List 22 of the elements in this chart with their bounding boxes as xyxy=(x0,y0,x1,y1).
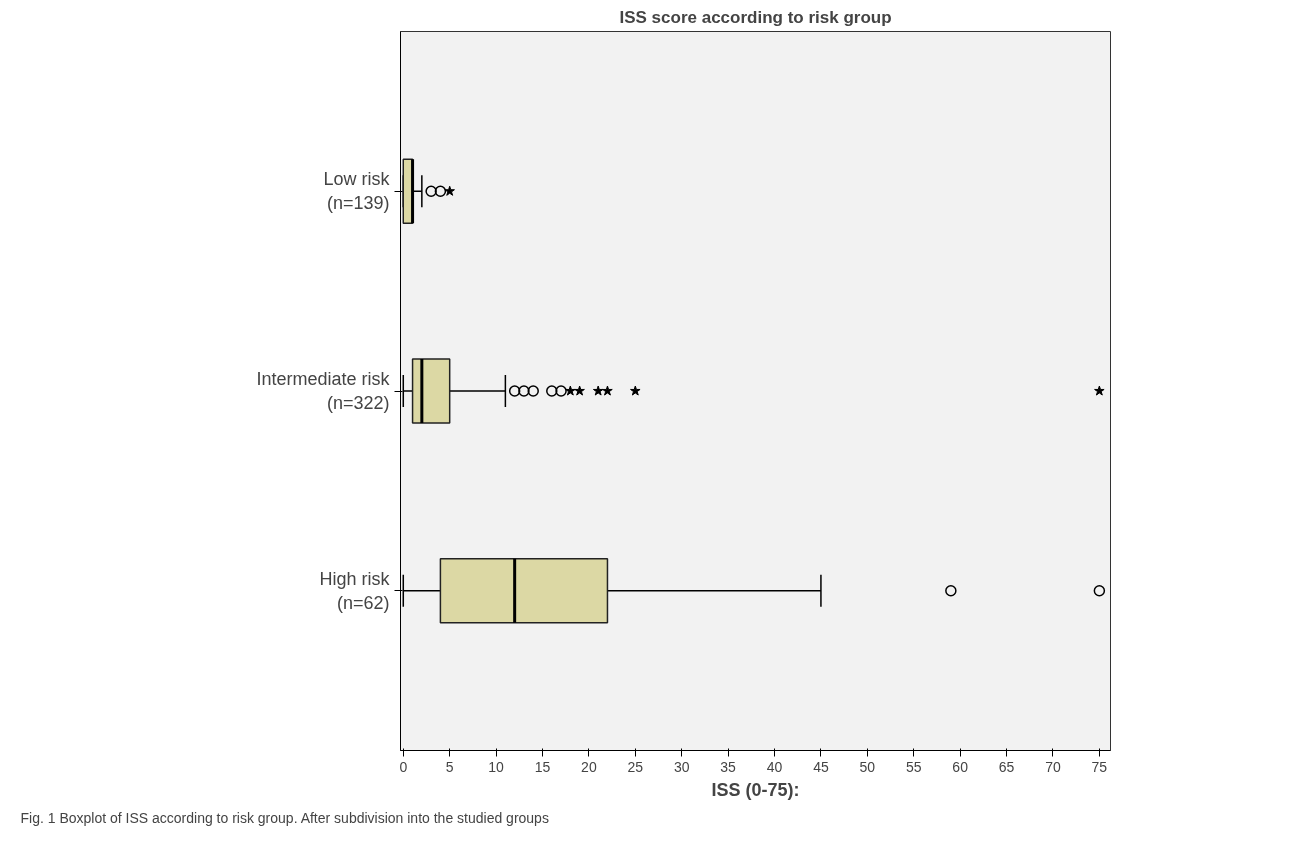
x-tick-label: 20 xyxy=(581,758,597,775)
x-tick-label: 5 xyxy=(445,758,454,775)
x-tick-label: 50 xyxy=(859,758,876,775)
x-axis-title: ISS (0-75): xyxy=(711,779,800,800)
y-tick-label: High risk (n=62) xyxy=(319,568,391,613)
x-tick-label: 45 xyxy=(813,758,829,775)
x-tick-label: 35 xyxy=(720,758,737,775)
x-tick-label: 55 xyxy=(905,758,922,775)
x-tick-label: 60 xyxy=(952,758,969,775)
y-tick-label: Low risk (n=139) xyxy=(323,169,391,214)
x-tick-label: 40 xyxy=(766,758,783,775)
x-tick-label: 70 xyxy=(1045,758,1061,775)
y-tick-label: Intermediate risk (n=322) xyxy=(256,369,391,413)
caption: Fig. 1 Boxplot of ISS according to risk group. After subdivision into the studied groups xyxy=(20,809,549,826)
x-tick-label: 25 xyxy=(627,758,644,775)
x-tick-label: 65 xyxy=(998,758,1015,775)
x-tick-label: 30 xyxy=(673,758,690,775)
x-tick-label: 0 xyxy=(399,758,408,775)
x-tick-label: 75 xyxy=(1091,758,1108,775)
x-tick-label: 15 xyxy=(534,758,551,775)
chart-title: ISS score according to risk group xyxy=(619,7,892,27)
x-tick-label: 10 xyxy=(488,758,505,775)
